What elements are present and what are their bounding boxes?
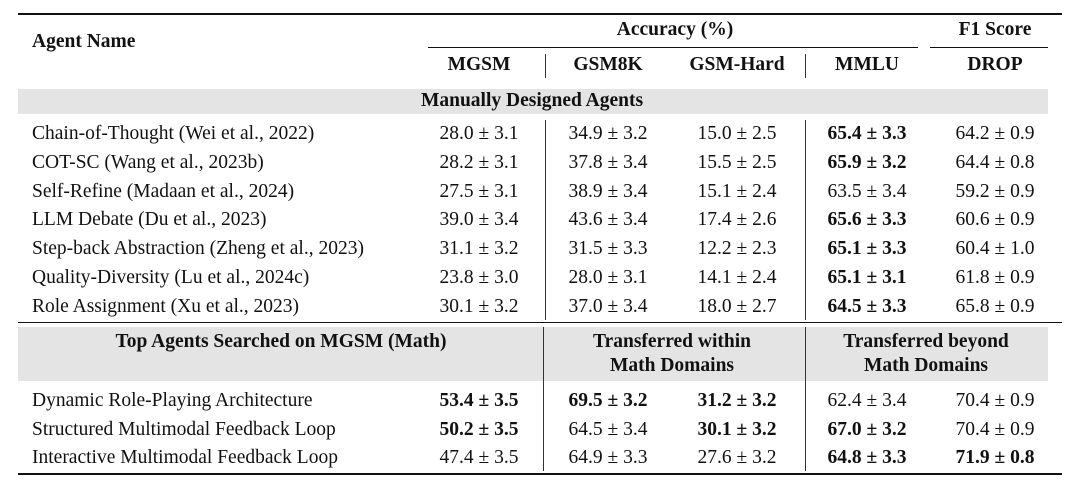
table-cell: 15.5 ± 2.5 (697, 151, 777, 173)
table-cell: 34.9 ± 3.2 (568, 123, 648, 144)
table-row-name: Chain-of-Thought (Wei et al., 2022) (32, 123, 315, 144)
table-row-name: Dynamic Role-Playing Architecture (32, 390, 313, 411)
table-cell: 65.1 ± 3.1 (827, 267, 907, 288)
table-cell: 70.4 ± 0.9 (955, 390, 1035, 411)
table-cell: 65.9 ± 3.2 (827, 151, 907, 173)
table-cell: 63.5 ± 3.4 (827, 180, 907, 202)
table-row-name: Interactive Multimodal Feedback Loop (32, 447, 338, 468)
agent-name-header: Agent Name (32, 31, 136, 52)
table-cell: 17.4 ± 2.6 (697, 209, 777, 231)
table-cell: 67.0 ± 3.2 (827, 418, 907, 440)
table-cell: 27.5 ± 3.1 (439, 180, 519, 202)
table-cell: 31.2 ± 3.2 (697, 390, 777, 411)
table-row-name: Structured Multimodal Feedback Loop (32, 418, 336, 440)
section1-title: Manually Designed Agents (420, 90, 644, 111)
table-cell: 30.1 ± 3.2 (439, 295, 519, 317)
accuracy-underline (428, 47, 918, 48)
table-cell: 64.5 ± 3.4 (568, 418, 648, 440)
transferred-beyond-line1: Transferred beyond (843, 331, 1009, 352)
table-row-name: Self-Refine (Madaan et al., 2024) (32, 180, 295, 202)
vsep-section2-left (543, 327, 544, 471)
table-cell: 59.2 ± 0.9 (955, 180, 1035, 202)
vsep-mgsm-gsm8k-header (545, 54, 546, 78)
section1-band (18, 89, 1048, 114)
section2-top-rule (18, 322, 1062, 323)
table-cell: 18.0 ± 2.7 (697, 295, 777, 317)
table-cell: 69.5 ± 3.2 (568, 390, 648, 411)
f1-underline (930, 47, 1048, 48)
vsep-gsmhard-mmlu (805, 120, 806, 320)
transferred-within-line2: Math Domains (609, 355, 735, 376)
table-cell: 39.0 ± 3.4 (439, 209, 519, 231)
col-header-gsm-hard: GSM-Hard (689, 54, 785, 75)
table-cell: 50.2 ± 3.5 (439, 418, 519, 440)
table-cell: 71.9 ± 0.8 (955, 447, 1035, 468)
table-cell: 43.6 ± 3.4 (568, 209, 648, 231)
col-header-mgsm: MGSM (447, 54, 511, 75)
bottom-rule (18, 473, 1062, 475)
col-header-gsm8k: GSM8K (573, 54, 643, 75)
top-rule (18, 13, 1062, 15)
table-cell: 64.2 ± 0.9 (955, 123, 1035, 144)
table-row-name: COT-SC (Wang et al., 2023b) (32, 151, 264, 173)
table-cell: 64.4 ± 0.8 (955, 151, 1035, 173)
table-cell: 64.9 ± 3.3 (568, 447, 648, 468)
table-row-name: Quality-Diversity (Lu et al., 2024c) (32, 267, 310, 288)
f1-header: F1 Score (958, 19, 1032, 40)
accuracy-header: Accuracy (%) (616, 19, 734, 40)
vsep-mgsm-gsm8k (545, 120, 546, 320)
table-cell: 62.4 ± 3.4 (827, 390, 907, 411)
section2-title: Top Agents Searched on MGSM (Math) (115, 331, 447, 352)
table-cell: 28.0 ± 3.1 (568, 267, 648, 288)
table-row-name: LLM Debate (Du et al., 2023) (32, 209, 267, 231)
transferred-beyond-line2: Math Domains (863, 355, 989, 376)
table-cell: 65.6 ± 3.3 (827, 209, 907, 231)
table-cell: 15.1 ± 2.4 (697, 180, 777, 202)
vsep-section2-right (805, 327, 806, 471)
col-header-mmlu: MMLU (835, 54, 899, 75)
table-cell: 28.2 ± 3.1 (439, 151, 519, 173)
table-cell: 61.8 ± 0.9 (955, 267, 1035, 288)
table-cell: 37.8 ± 3.4 (568, 151, 648, 173)
table-cell: 65.8 ± 0.9 (955, 295, 1035, 317)
vsep-gsmhard-mmlu-header (805, 54, 806, 78)
table-cell: 27.6 ± 3.2 (697, 447, 777, 468)
table-cell: 38.9 ± 3.4 (568, 180, 648, 202)
table-cell: 64.8 ± 3.3 (827, 447, 907, 468)
table-cell: 65.1 ± 3.3 (827, 238, 907, 260)
transferred-within-line1: Transferred within (593, 331, 751, 352)
table-cell: 31.1 ± 3.2 (439, 238, 519, 260)
table-cell: 12.2 ± 2.3 (697, 238, 777, 260)
col-header-drop: DROP (967, 54, 1023, 75)
table-cell: 70.4 ± 0.9 (955, 418, 1035, 440)
table-cell: 31.5 ± 3.3 (568, 238, 648, 260)
table-cell: 60.4 ± 1.0 (955, 238, 1035, 260)
table-cell: 53.4 ± 3.5 (439, 390, 519, 411)
table-cell: 37.0 ± 3.4 (568, 295, 648, 317)
table-cell: 28.0 ± 3.1 (439, 123, 519, 144)
table-cell: 15.0 ± 2.5 (697, 123, 777, 144)
table-cell: 47.4 ± 3.5 (439, 447, 519, 468)
table-row-name: Role Assignment (Xu et al., 2023) (32, 295, 300, 317)
table-cell: 65.4 ± 3.3 (827, 123, 907, 144)
table-cell: 30.1 ± 3.2 (697, 418, 777, 440)
table-cell: 64.5 ± 3.3 (827, 295, 907, 317)
table-row-name: Step-back Abstraction (Zheng et al., 202… (32, 238, 364, 260)
table-cell: 23.8 ± 3.0 (439, 267, 519, 288)
table-cell: 60.6 ± 0.9 (955, 209, 1035, 231)
section2-band (18, 327, 1048, 381)
table-cell: 14.1 ± 2.4 (697, 267, 777, 288)
